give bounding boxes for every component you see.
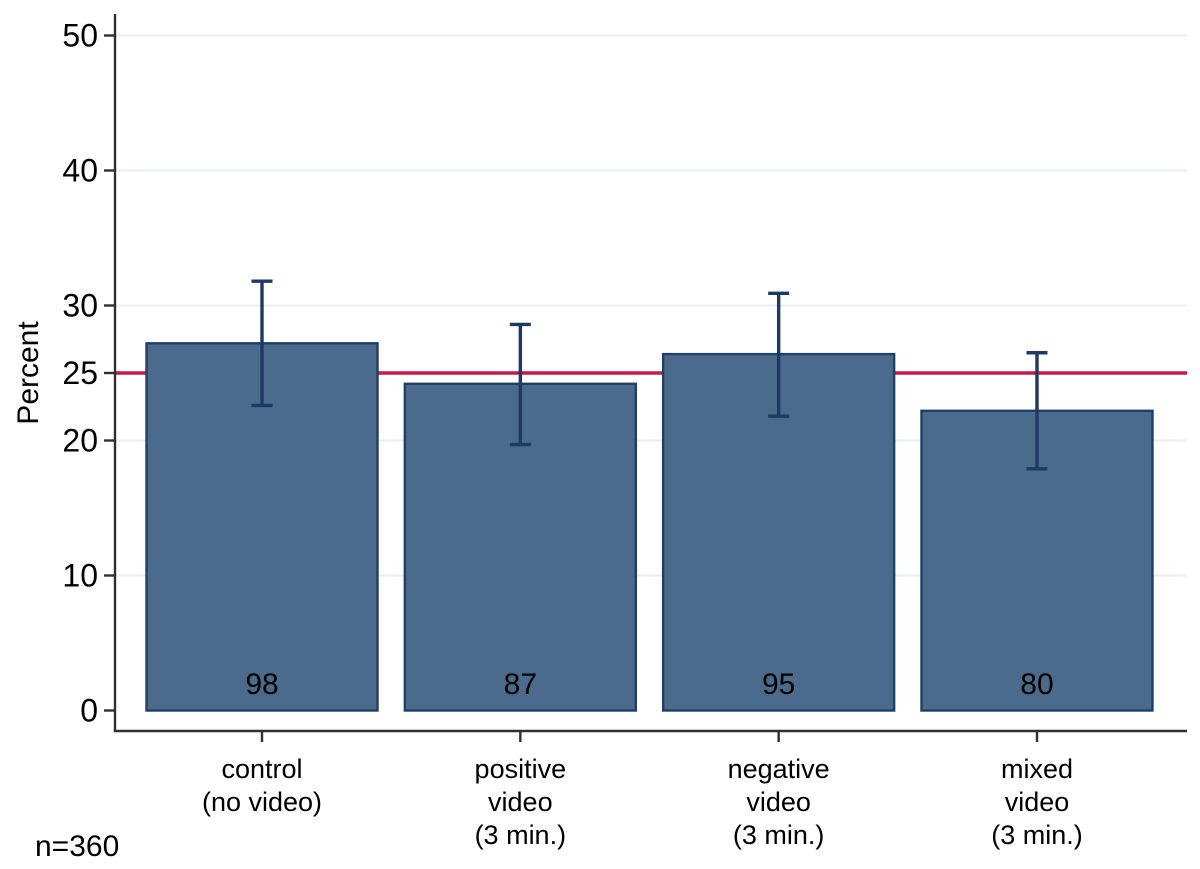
- bar-count-label-control: 98: [245, 668, 278, 701]
- y-tick-label-40: 40: [62, 153, 98, 189]
- y-axis-title: Percent: [12, 321, 45, 425]
- sample-size-note: n=360: [35, 830, 119, 863]
- y-tick-label-50: 50: [62, 18, 98, 54]
- x-category-label-control: control (no video): [202, 754, 322, 817]
- labels-layer: 98 control (no video) 87 positive video (3 min…: [202, 668, 1083, 850]
- y-tick-label-20: 20: [62, 423, 98, 459]
- bar-count-label-mixed-video: 80: [1020, 668, 1053, 701]
- x-category-label-positive-video: positive video (3 min.): [475, 754, 567, 850]
- y-tick-label-30: 30: [62, 288, 98, 324]
- bar-count-label-negative-video: 95: [762, 668, 795, 701]
- error-bars-layer: [251, 279, 1048, 471]
- y-tick-label-0: 0: [80, 693, 98, 729]
- x-category-label-mixed-video: mixed video (3 min.): [991, 754, 1083, 850]
- x-category-label-negative-video: negative video (3 min.): [728, 754, 830, 850]
- axes-layer: 0 10 20 25 30 40 50: [62, 14, 1187, 742]
- bars-layer: [145, 342, 1154, 712]
- bar-count-label-positive-video: 87: [504, 668, 537, 701]
- y-tick-label-10: 10: [62, 558, 98, 594]
- y-tick-label-25: 25: [62, 355, 98, 391]
